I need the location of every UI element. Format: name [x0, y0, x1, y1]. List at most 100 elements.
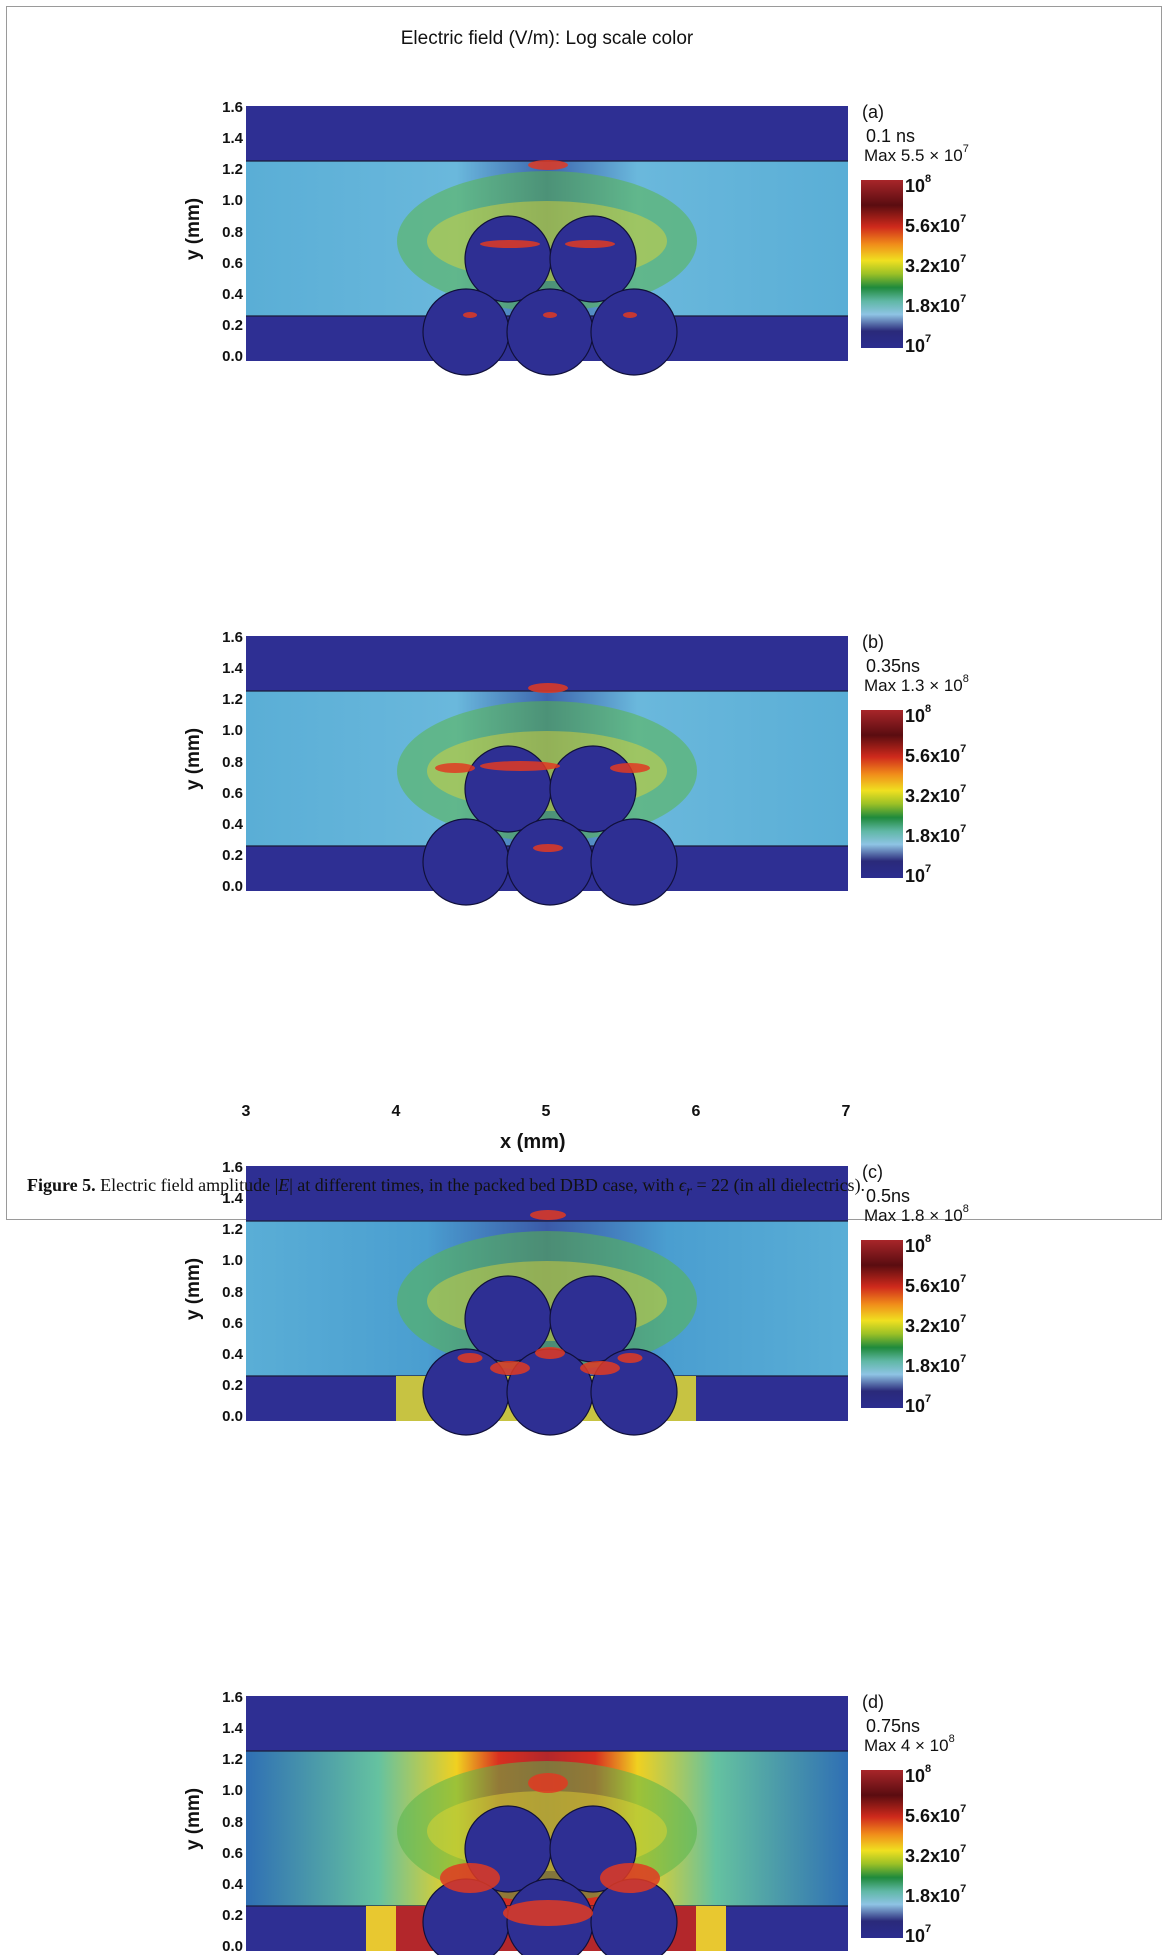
colorbar-tick-exponent: 7 [960, 1883, 967, 1895]
colorbar-tick-mantissa: 1.8x10 [905, 296, 961, 316]
colorbar-tick-mantissa: 5.6x10 [905, 1806, 961, 1826]
y-tick-label: 0.4 [222, 285, 243, 303]
y-tick-label: 1.4 [222, 660, 243, 678]
max-mantissa: Max 1.3 × 10 [864, 676, 963, 695]
panel-max-value: Max 1.8 × 108 [864, 1203, 969, 1226]
y-tick-label: 0.4 [222, 815, 243, 833]
colorbar-tick-mantissa: 10 [905, 1926, 926, 1946]
y-tick-label: 0.4 [222, 1875, 243, 1893]
colorbar-tick-label: 3.2x107 [905, 783, 967, 807]
y-tick-label: 1.6 [222, 629, 243, 646]
panel-max-value: Max 4 × 108 [864, 1733, 955, 1756]
panel-time: 0.75ns [866, 1716, 921, 1736]
max-mantissa: Max 4 × 10 [864, 1736, 949, 1755]
colorbar-tick-label: 3.2x107 [905, 253, 966, 277]
y-tick-label: 0.6 [222, 1314, 243, 1332]
max-exponent: 8 [948, 1733, 955, 1745]
colorbar-tick-label: 3.2x107 [905, 1843, 967, 1867]
colorbar-tick-label: 5.6x107 [905, 1803, 966, 1827]
max-mantissa: Max 5.5 × 10 [864, 146, 963, 165]
y-tick-label: 1.4 [222, 130, 243, 148]
colorbar [861, 1770, 903, 1938]
x-tick-label: 3 [241, 1103, 251, 1120]
colorbar-tick-label: 1.8x107 [905, 1353, 967, 1377]
colorbar-tick-mantissa: 1.8x10 [905, 1356, 961, 1376]
colorbar-tick-exponent: 7 [960, 1353, 967, 1365]
colorbar-tick-mantissa: 5.6x10 [905, 746, 961, 766]
max-mantissa: Max 1.8 × 10 [864, 1206, 963, 1225]
panel-letter: (a) [862, 102, 884, 122]
field-map-d [246, 1696, 848, 1955]
y-tick-label: 0.6 [222, 254, 243, 272]
colorbar-tick-label: 108 [905, 1233, 932, 1257]
panel-time: 0.5ns [866, 1186, 911, 1206]
y-tick-label: 0.0 [222, 1938, 243, 1955]
colorbar-tick-exponent: 7 [960, 213, 967, 225]
colorbar-tick-exponent: 7 [960, 1273, 967, 1285]
y-tick-label: 0.4 [222, 1345, 243, 1363]
colorbar-tick-mantissa: 1.8x10 [905, 826, 961, 846]
caption-text-middle: | at different times, in the packed bed … [289, 1175, 679, 1195]
caption-text-after: = 22 (in all dielectrics). [691, 1175, 866, 1195]
colorbar-tick-mantissa: 3.2x10 [905, 786, 961, 806]
colorbar-tick-label: 107 [905, 333, 932, 357]
y-tick-label: 0.0 [222, 878, 243, 895]
colorbar-tick-mantissa: 5.6x10 [905, 1276, 961, 1296]
field-map-a [246, 106, 848, 376]
colorbar-tick-mantissa: 3.2x10 [905, 1316, 961, 1336]
y-tick-label: 1.0 [222, 1252, 243, 1270]
colorbar-tick-mantissa: 5.6x10 [905, 216, 961, 236]
colorbar-tick-exponent: 7 [960, 1843, 967, 1855]
panel-max-value: Max 1.3 × 108 [864, 673, 969, 696]
colorbar-tick-mantissa: 10 [905, 706, 926, 726]
colorbar-tick-label: 108 [905, 173, 932, 197]
colorbar-tick-exponent: 7 [960, 823, 967, 835]
y-tick-label: 1.4 [222, 1720, 243, 1738]
colorbar-tick-label: 5.6x107 [905, 743, 967, 767]
colorbar-tick-exponent: 8 [925, 173, 932, 185]
colorbar-tick-label: 1.8x107 [905, 293, 967, 317]
colorbar [861, 180, 903, 348]
field-map-b [246, 636, 848, 906]
colorbar-tick-exponent: 7 [960, 783, 967, 795]
colorbar [861, 1240, 903, 1408]
panel-time: 0.35ns [866, 656, 921, 676]
colorbar-tick-mantissa: 3.2x10 [905, 256, 961, 276]
y-tick-label: 0.8 [222, 223, 243, 241]
max-exponent: 8 [962, 673, 969, 685]
x-tick-label: 4 [391, 1103, 401, 1120]
colorbar-tick-label: 5.6x107 [905, 213, 967, 237]
colorbar-tick-label: 108 [905, 1763, 932, 1787]
field-map-c [246, 1166, 848, 1436]
figure-caption: Figure 5. Electric field amplitude |E| a… [27, 1175, 865, 1201]
colorbar-tick-mantissa: 10 [905, 1396, 926, 1416]
max-exponent: 8 [962, 1203, 969, 1215]
colorbar-tick-exponent: 7 [925, 1393, 932, 1405]
colorbar-tick-exponent: 7 [925, 333, 932, 345]
colorbar-tick-label: 108 [905, 703, 931, 727]
y-tick-label: 0.8 [222, 753, 243, 771]
colorbar-tick-exponent: 8 [925, 1233, 932, 1245]
colorbar-tick-exponent: 8 [925, 1763, 932, 1775]
panel-time: 0.1 ns [866, 126, 916, 146]
colorbar-tick-label: 107 [905, 1923, 931, 1947]
panel-letter: (b) [862, 632, 884, 652]
panel-max-value: Max 5.5 × 107 [864, 143, 969, 166]
x-axis-label: x (mm) [500, 1131, 566, 1153]
y-tick-label: 0.8 [222, 1813, 243, 1831]
colorbar-tick-mantissa: 1.8x10 [905, 1886, 961, 1906]
colorbar-tick-label: 1.8x107 [905, 823, 967, 847]
colorbar-tick-mantissa: 10 [905, 336, 926, 356]
y-tick-label: 0.2 [222, 316, 243, 334]
x-tick-label: 5 [541, 1103, 551, 1120]
y-tick-label: 1.6 [222, 99, 243, 116]
colorbar-tick-label: 5.6x107 [905, 1273, 967, 1297]
colorbar-tick-exponent: 7 [960, 743, 967, 755]
caption-symbol-e: E [278, 1175, 290, 1195]
x-tick-label: 7 [841, 1103, 851, 1120]
colorbar-tick-mantissa: 10 [905, 1236, 926, 1256]
caption-text-before: Electric field amplitude | [95, 1175, 279, 1195]
y-tick-label: 1.2 [222, 691, 243, 709]
y-tick-label: 1.0 [222, 192, 243, 210]
colorbar-tick-exponent: 7 [960, 293, 967, 305]
